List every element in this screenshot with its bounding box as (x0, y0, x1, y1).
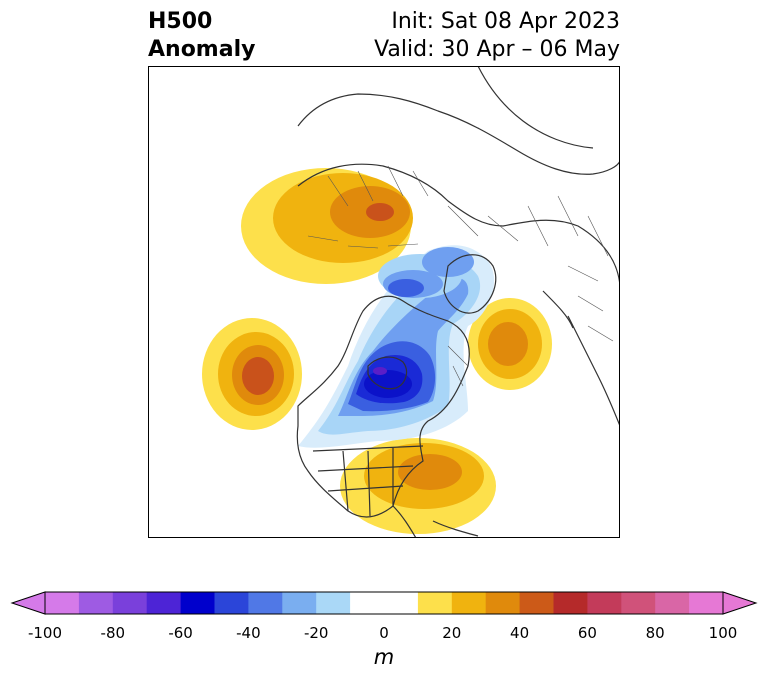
init-date: Init: Sat 08 Apr 2023 (391, 9, 620, 34)
colorbar-bin (112, 592, 148, 614)
colorbar-bin (146, 592, 182, 614)
colorbar-bin (417, 592, 453, 614)
colorbar-bin (214, 592, 249, 614)
valid-range: Valid: 30 Apr – 06 May (374, 37, 620, 62)
colorbar-extend-min (10, 591, 46, 615)
colorbar-tick-label: -80 (100, 624, 126, 642)
anomaly-siberia-ridge (241, 168, 413, 284)
map-title-left: H500 Anomaly (148, 8, 255, 64)
colorbar-tick-label: -60 (168, 624, 193, 642)
colorbar-bin (485, 592, 521, 614)
colorbar-tick-label: -40 (236, 624, 261, 642)
colorbar-bin (384, 592, 419, 614)
anomaly-map (148, 66, 620, 538)
colorbar-bin (180, 592, 215, 614)
colorbar-bin (350, 592, 385, 614)
colorbar-tick-label: -20 (303, 624, 329, 642)
colorbar-bin (248, 592, 283, 614)
anomaly-eastern-us-ridge (340, 438, 496, 534)
colorbar-tick-label: 0 (379, 624, 389, 642)
colorbar-bin (451, 592, 487, 614)
colorbar-extend-max (722, 591, 758, 615)
anomaly-atlantic-ridge (468, 298, 552, 390)
colorbar-tick-label: 20 (442, 624, 462, 642)
coastlines (296, 66, 620, 538)
title-field: H500 (148, 9, 213, 34)
colorbar-bin (282, 592, 317, 614)
colorbar-tick-label: 80 (645, 624, 665, 642)
borders (307, 165, 614, 387)
map-title-right: Init: Sat 08 Apr 2023 Valid: 30 Apr – 06… (374, 8, 620, 64)
colorbar-bin (689, 592, 724, 614)
colorbar-tick-label: 100 (708, 624, 738, 642)
colorbar-bin (316, 592, 351, 614)
colorbar-frame (44, 591, 724, 615)
colorbar-unit: m (373, 645, 395, 669)
anomaly-pacific-ridge (202, 318, 302, 430)
colorbar-tick-label: 40 (510, 624, 530, 642)
colorbar (10, 591, 758, 615)
colorbar-bin (655, 592, 690, 614)
colorbar-bin (78, 592, 114, 614)
colorbar-bin (45, 592, 80, 614)
colorbar-tick-label: 60 (577, 624, 597, 642)
colorbar-bin (587, 592, 622, 614)
colorbar-bin (519, 592, 554, 614)
colorbar-bin (621, 592, 656, 614)
colorbar-tick-label: -100 (27, 624, 63, 642)
colorbar-bin (553, 592, 588, 614)
title-type: Anomaly (148, 37, 256, 62)
